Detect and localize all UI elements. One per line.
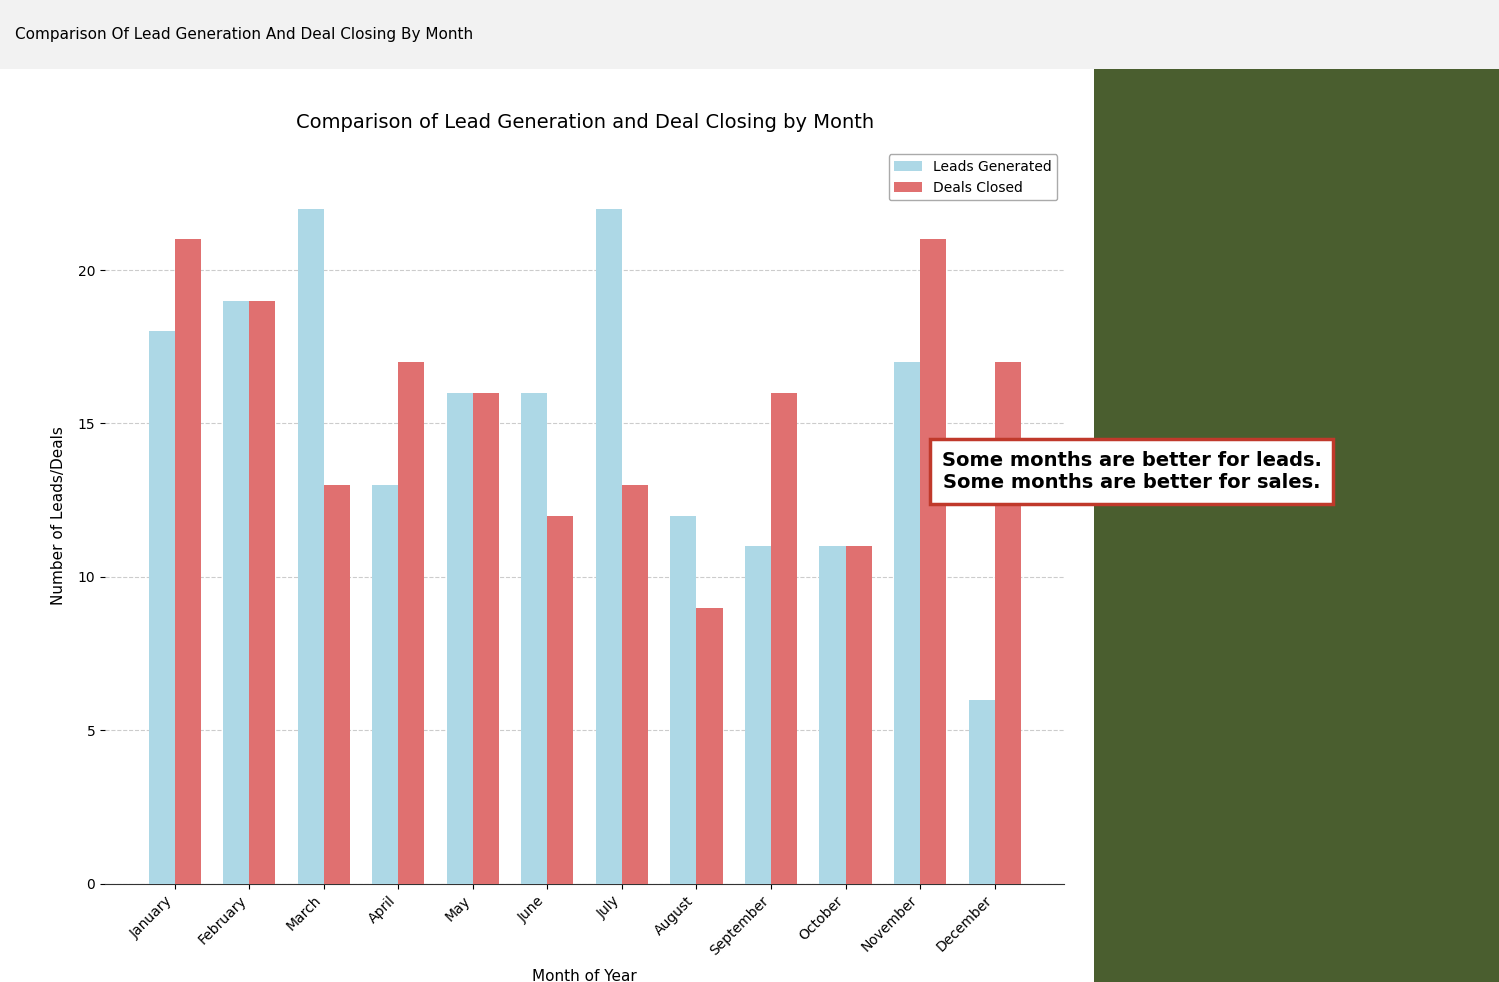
Bar <box>223 300 249 884</box>
Bar <box>622 485 648 884</box>
Bar <box>920 240 946 884</box>
X-axis label: Month of Year: Month of Year <box>532 969 637 982</box>
Bar <box>324 485 349 884</box>
Bar <box>472 393 499 884</box>
Bar <box>845 546 871 884</box>
Bar <box>447 393 472 884</box>
Bar <box>820 546 845 884</box>
Bar <box>893 362 920 884</box>
Legend: Leads Generated, Deals Closed: Leads Generated, Deals Closed <box>889 154 1057 200</box>
Bar <box>745 546 770 884</box>
Bar <box>522 393 547 884</box>
Bar <box>770 393 797 884</box>
Text: Some months are better for leads.
Some months are better for sales.: Some months are better for leads. Some m… <box>941 451 1322 492</box>
Bar <box>249 300 276 884</box>
Bar <box>670 516 697 884</box>
Bar <box>968 700 995 884</box>
Title: Comparison of Lead Generation and Deal Closing by Month: Comparison of Lead Generation and Deal C… <box>295 113 874 132</box>
Bar <box>298 209 324 884</box>
Bar <box>995 362 1021 884</box>
Bar <box>697 608 723 884</box>
Bar <box>595 209 622 884</box>
Bar <box>174 240 201 884</box>
Bar <box>148 332 174 884</box>
Bar <box>547 516 574 884</box>
Y-axis label: Number of Leads/Deals: Number of Leads/Deals <box>51 426 66 605</box>
Bar <box>372 485 399 884</box>
Text: Comparison Of Lead Generation And Deal Closing By Month: Comparison Of Lead Generation And Deal C… <box>15 27 474 42</box>
Bar <box>399 362 424 884</box>
